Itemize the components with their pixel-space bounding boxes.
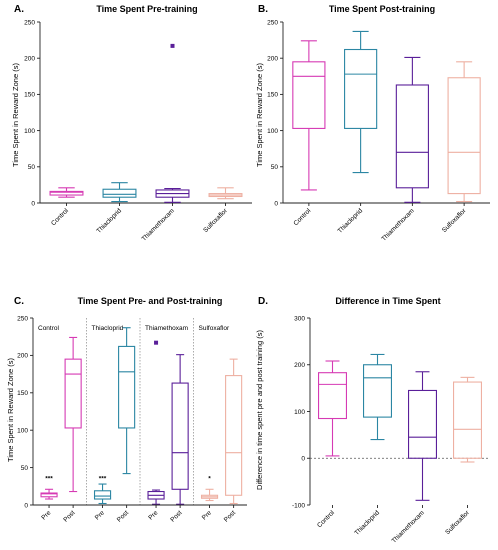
panel-a-y-tick-label: 50 — [28, 164, 36, 171]
panel-a-label: A. — [14, 4, 24, 15]
panel-c-y-tick-label: 0 — [24, 502, 28, 509]
panel-c-box-thiacloprid-pre — [93, 483, 112, 505]
panel-a-title: Time Spent Pre-training — [96, 4, 197, 14]
panel-a-y-axis-label: Time Spent in Reward Zone (s) — [11, 63, 20, 167]
iqr-box — [344, 48, 378, 129]
iqr-box — [118, 345, 136, 429]
panel-a-box-control — [49, 187, 84, 198]
panel-c-significance-annotation: *** — [45, 475, 53, 482]
panel-a-box-thiamethoxam — [155, 187, 190, 203]
iqr-box — [102, 188, 137, 198]
panel-a-y-tick-label: 250 — [24, 19, 35, 26]
panel-b-box-control — [292, 40, 326, 191]
panel-c-y-tick-label: 50 — [21, 465, 29, 472]
panel-d-y-tick-label: 200 — [294, 362, 305, 369]
panel-c-outlier-point — [154, 340, 159, 345]
panel-d-box-sulfoxaflor — [452, 376, 482, 463]
panel-b-y-tick-label: 100 — [267, 128, 278, 135]
panel-b-y-tick-label: 50 — [271, 164, 279, 171]
panel-d-box-control — [317, 360, 347, 457]
panel-a-box-thiacloprid — [102, 182, 137, 203]
panel-c-y-tick-label: 200 — [17, 353, 28, 360]
panel-a-y-tick-label: 150 — [24, 92, 35, 99]
panel-d-box-thiamethoxam — [407, 371, 437, 501]
panel-c-box-thiamethoxam-pre — [147, 489, 165, 505]
panel-b-box-thiacloprid — [344, 30, 378, 174]
panel-b-y-tick-label: 200 — [267, 56, 278, 63]
panel-c-box-sulfoxaflor-pre — [200, 488, 219, 502]
panel-c-box-control-post — [64, 336, 82, 493]
panel-a-y-tick-label: 0 — [31, 200, 35, 207]
panel-d-label: D. — [258, 296, 268, 307]
panel-c-label: C. — [14, 296, 24, 307]
panel-b-box-thiamethoxam — [395, 56, 429, 203]
panel-c-significance-annotation: *** — [99, 475, 107, 482]
iqr-box — [407, 389, 437, 459]
panel-d-title: Difference in Time Spent — [335, 296, 440, 306]
panel-c-group-label-sulfoxaflor: Sulfoxaflor — [199, 325, 231, 332]
panel-d-y-tick-label: 0 — [301, 456, 305, 463]
panel-a-box-sulfoxaflor — [208, 187, 243, 200]
iqr-box — [93, 490, 112, 500]
panel-c-box-sulfoxaflor-post — [225, 358, 243, 505]
panel-c-group-label-thiacloprid: Thiacloprid — [92, 325, 124, 332]
iqr-box — [395, 84, 429, 189]
panel-b-box-sulfoxaflor — [447, 61, 481, 203]
panel-b-y-tick-label: 250 — [267, 19, 278, 26]
panel-c-significance-annotation: * — [208, 475, 211, 482]
panel-c-box-thiacloprid-post — [118, 327, 136, 475]
panel-a-y-tick-label: 200 — [24, 56, 35, 63]
panel-c-y-tick-label: 100 — [17, 428, 28, 435]
panel-c-group-label-control: Control — [38, 325, 60, 332]
panel-d: D. Difference in Time Spent Difference i… — [255, 296, 441, 490]
iqr-box — [292, 61, 326, 129]
iqr-box — [452, 381, 482, 459]
iqr-box — [64, 358, 82, 429]
iqr-box — [40, 492, 58, 498]
panel-b-y-tick-label: 0 — [274, 200, 278, 207]
panel-c-group-label-thiamethoxam: Thiamethoxam — [145, 325, 188, 332]
panel-d-y-tick-label: 300 — [294, 315, 305, 322]
iqr-box — [49, 190, 84, 196]
panel-a-outlier-point — [170, 43, 175, 48]
panel-d-box-thiacloprid — [362, 353, 392, 441]
panel-d-y-axis-label: Difference in time spent pre and post tr… — [255, 330, 264, 490]
iqr-box — [225, 375, 243, 496]
panel-b: B. Time Spent Post-training Time Spent i… — [255, 4, 435, 167]
panel-c-box-control-pre — [40, 488, 58, 500]
panel-c-box-thiamethoxam-post — [171, 354, 189, 505]
iqr-box — [447, 77, 481, 195]
iqr-box — [171, 382, 189, 490]
panel-b-y-tick-label: 150 — [267, 92, 278, 99]
panel-c: C. Time Spent Pre- and Post-training Tim… — [6, 296, 222, 462]
iqr-box — [317, 372, 347, 420]
iqr-box — [362, 364, 392, 418]
panel-c-title: Time Spent Pre- and Post-training — [78, 296, 223, 306]
panel-c-y-axis-label: Time Spent in Reward Zone (s) — [6, 358, 15, 462]
panel-b-title: Time Spent Post-training — [329, 4, 435, 14]
panel-d-y-tick-label: -100 — [292, 502, 305, 509]
panel-c-y-tick-label: 250 — [17, 315, 28, 322]
panel-b-y-axis-label: Time Spent in Reward Zone (s) — [255, 63, 264, 167]
panel-b-label: B. — [258, 4, 268, 15]
panel-a-y-tick-label: 100 — [24, 128, 35, 135]
panel-c-y-tick-label: 150 — [17, 390, 28, 397]
panel-a: A. Time Spent Pre-training Time Spent in… — [11, 4, 198, 167]
panel-d-y-tick-label: 100 — [294, 409, 305, 416]
